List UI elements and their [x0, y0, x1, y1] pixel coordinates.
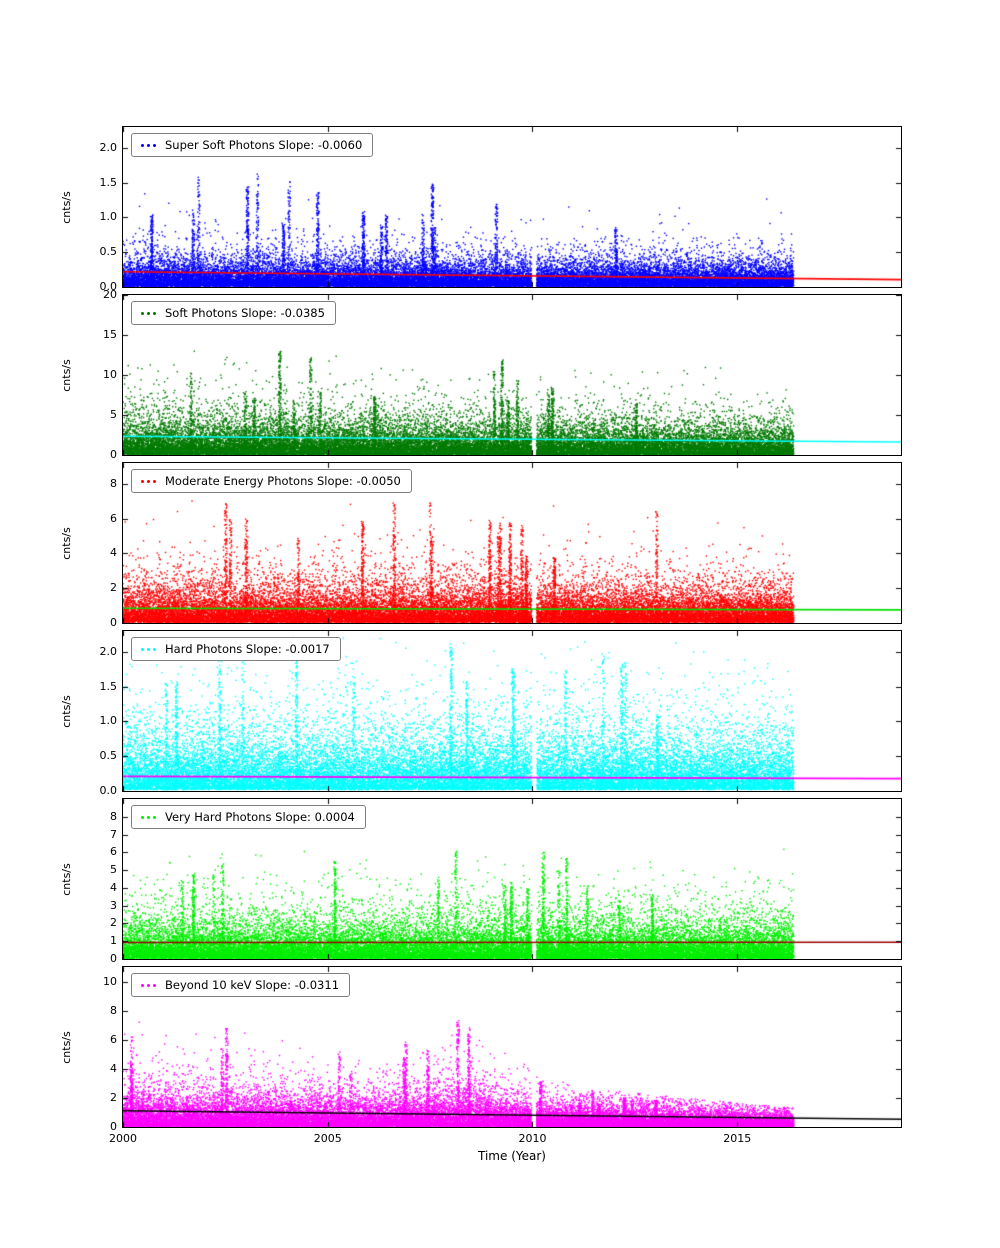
scatter-marker-icon [141, 143, 156, 147]
legend-label: Beyond 10 keV Slope: -0.0311 [165, 978, 340, 992]
y-axis-label-text: cnts/s [59, 1030, 73, 1064]
x-tick-label: 2005 [313, 1132, 342, 1145]
y-tick-label: 0.0 [99, 784, 118, 797]
y-tick-label: 10 [103, 368, 117, 381]
legend-hard: Hard Photons Slope: -0.0017 [131, 637, 341, 661]
y-tick-label: 8 [110, 476, 117, 490]
panel-moderate-energy-photons: cnts/s 0 2 4 6 8 Moderate Energy Photons Slo… [60, 462, 902, 629]
y-axis-label-text: cnts/s [59, 694, 73, 728]
y-tick-label: 0 [110, 448, 117, 461]
legend-label: Moderate Energy Photons Slope: -0.0050 [165, 474, 401, 488]
y-tick-label: 20 [103, 288, 117, 301]
legend-soft: Soft Photons Slope: -0.0385 [131, 301, 336, 325]
y-tick-label: 3 [110, 898, 117, 912]
y-tick-label: 2 [110, 581, 117, 595]
panel-soft-photons: cnts/s 0 5 10 15 20 Soft Photons Slope: -0.0… [60, 289, 902, 461]
y-tick-labels: 0 2 4 6 8 10 [81, 967, 117, 1132]
y-tick-label: 0.0 [99, 280, 118, 293]
y-tick-label: 1.0 [99, 714, 118, 728]
y-tick-label: 4 [110, 1061, 117, 1075]
y-tick-label: 10 [103, 974, 117, 988]
y-tick-label: 1 [110, 934, 117, 948]
legend-super-soft: Super Soft Photons Slope: -0.0060 [131, 133, 374, 157]
scatter-marker-icon [141, 983, 156, 987]
y-tick-label: 1.5 [99, 679, 118, 693]
y-tick-label: 5 [110, 863, 117, 877]
y-tick-label: 7 [110, 827, 117, 841]
panel-very-hard-photons: cnts/s 0 1 2 3 4 5 6 7 8 Very Hard Photons Slope… [60, 798, 902, 965]
y-tick-label: 2.0 [99, 644, 118, 658]
panel-beyond-10kev: cnts/s 0 2 4 6 8 10 Beyond 10 keV Slope: -0.0… [60, 966, 902, 1133]
y-tick-label: 6 [110, 1032, 117, 1046]
y-tick-label: 8 [110, 809, 117, 823]
y-tick-label: 6 [110, 845, 117, 859]
panel-hard-photons: cnts/s 0.0 0.5 1.0 1.5 2.0 Hard Photons Slop… [60, 630, 902, 797]
legend-label: Soft Photons Slope: -0.0385 [165, 306, 325, 320]
y-tick-label: 6 [110, 511, 117, 525]
y-tick-label: 0.5 [99, 749, 118, 763]
y-tick-labels: 0 2 4 6 8 [81, 463, 117, 628]
x-axis-title: Time (Year) [478, 1149, 546, 1163]
y-tick-label: 0.5 [99, 245, 118, 259]
y-axis-label: cnts/s [53, 799, 79, 959]
y-tick-label: 5 [110, 408, 117, 421]
y-tick-label: 1.5 [99, 175, 118, 189]
scatter-marker-icon [141, 479, 156, 483]
y-tick-label: 2 [110, 916, 117, 930]
y-tick-label: 4 [110, 546, 117, 560]
y-tick-label: 15 [103, 328, 117, 341]
y-tick-labels: 0 1 2 3 4 5 6 7 8 [81, 799, 117, 964]
scatter-marker-icon [141, 647, 156, 651]
y-axis-label-text: cnts/s [59, 526, 73, 560]
x-tick-label: 2010 [518, 1132, 547, 1145]
y-tick-label: 2 [110, 1090, 117, 1104]
y-tick-label: 4 [110, 880, 117, 894]
panel-super-soft-photons: cnts/s 0.0 0.5 1.0 1.5 2.0 Super Soft Photon… [60, 126, 902, 293]
x-tick-label: 2015 [723, 1132, 752, 1145]
y-tick-label: 0 [110, 1120, 117, 1133]
y-axis-label-text: cnts/s [59, 862, 73, 896]
y-tick-labels: 0.0 0.5 1.0 1.5 2.0 [81, 631, 118, 796]
y-axis-label: cnts/s [53, 967, 79, 1127]
legend-very-hard: Very Hard Photons Slope: 0.0004 [131, 805, 366, 829]
y-tick-label: 0 [110, 952, 117, 965]
y-axis-label: cnts/s [53, 295, 79, 455]
legend-label: Hard Photons Slope: -0.0017 [165, 642, 330, 656]
y-tick-labels: 0 5 10 15 20 [81, 289, 117, 461]
legend-label: Very Hard Photons Slope: 0.0004 [165, 810, 355, 824]
y-axis-label-text: cnts/s [59, 190, 73, 224]
y-axis-label-text: cnts/s [59, 358, 73, 392]
y-axis-label: cnts/s [53, 127, 79, 287]
y-tick-label: 0 [110, 616, 117, 629]
scatter-marker-icon [141, 311, 156, 315]
y-tick-label: 1.0 [99, 210, 118, 224]
y-axis-label: cnts/s [53, 631, 79, 791]
legend-label: Super Soft Photons Slope: -0.0060 [165, 138, 363, 152]
scatter-marker-icon [141, 815, 156, 819]
y-tick-label: 2.0 [99, 140, 118, 154]
legend-moderate: Moderate Energy Photons Slope: -0.0050 [131, 469, 412, 493]
legend-beyond-10kev: Beyond 10 keV Slope: -0.0311 [131, 973, 351, 997]
y-tick-label: 8 [110, 1003, 117, 1017]
figure: cnts/s 0.0 0.5 1.0 1.5 2.0 Super Soft Photon… [60, 126, 902, 1133]
y-axis-label: cnts/s [53, 463, 79, 623]
y-tick-labels: 0.0 0.5 1.0 1.5 2.0 [81, 127, 118, 292]
x-tick-labels: 2000 2005 2010 2015 [109, 1132, 901, 1146]
x-tick-label: 2000 [109, 1132, 137, 1145]
